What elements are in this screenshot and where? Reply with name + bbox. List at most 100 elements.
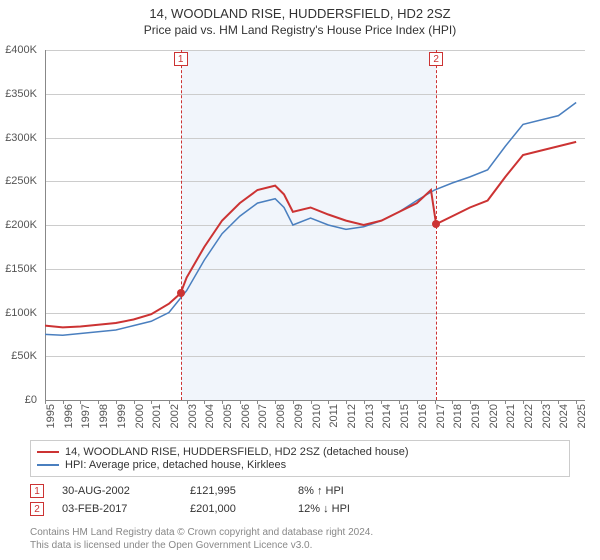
x-tick-mark <box>116 400 117 404</box>
y-tick-label: £400K <box>5 44 37 56</box>
chart-title: 14, WOODLAND RISE, HUDDERSFIELD, HD2 2SZ <box>0 6 600 21</box>
sale-marker-box: 1 <box>30 484 44 498</box>
marker-label-box: 2 <box>429 52 443 66</box>
x-tick-mark <box>488 400 489 404</box>
series-line <box>45 142 576 328</box>
x-tick-label: 2012 <box>346 404 358 428</box>
x-tick-mark <box>311 400 312 404</box>
sales-table: 1 30-AUG-2002 £121,995 8% ↑ HPI 2 03-FEB-2017… <box>30 480 570 520</box>
x-tick-label: 2003 <box>187 404 199 428</box>
x-tick-label: 1996 <box>63 404 75 428</box>
x-tick-label: 1995 <box>45 404 57 428</box>
x-tick-mark <box>257 400 258 404</box>
legend-row: HPI: Average price, detached house, Kirk… <box>37 459 563 471</box>
root: 14, WOODLAND RISE, HUDDERSFIELD, HD2 2SZ… <box>0 0 600 560</box>
x-tick-mark <box>293 400 294 404</box>
x-tick-label: 2006 <box>240 404 252 428</box>
y-tick-label: £0 <box>25 394 37 406</box>
sale-row: 2 03-FEB-2017 £201,000 12% ↓ HPI <box>30 502 570 516</box>
x-tick-mark <box>541 400 542 404</box>
x-tick-mark <box>364 400 365 404</box>
x-tick-label: 2000 <box>134 404 146 428</box>
x-tick-label: 2001 <box>151 404 163 428</box>
x-tick-mark <box>346 400 347 404</box>
x-tick-label: 2008 <box>275 404 287 428</box>
x-tick-label: 2004 <box>204 404 216 428</box>
marker-dot <box>432 220 440 228</box>
footer-attribution: Contains HM Land Registry data © Crown c… <box>30 526 570 552</box>
x-tick-label: 1998 <box>98 404 110 428</box>
x-tick-mark <box>452 400 453 404</box>
sale-date: 30-AUG-2002 <box>62 485 172 497</box>
sale-marker-box: 2 <box>30 502 44 516</box>
legend-swatch <box>37 464 59 466</box>
x-tick-label: 2013 <box>364 404 376 428</box>
x-tick-mark <box>222 400 223 404</box>
x-tick-label: 2019 <box>470 404 482 428</box>
footer-line-1: Contains HM Land Registry data © Crown c… <box>30 526 570 539</box>
series-line <box>45 103 576 336</box>
x-tick-label: 2007 <box>257 404 269 428</box>
x-tick-label: 2024 <box>558 404 570 428</box>
y-tick-label: £100K <box>5 307 37 319</box>
x-tick-mark <box>435 400 436 404</box>
x-tick-mark <box>187 400 188 404</box>
x-tick-mark <box>80 400 81 404</box>
titles: 14, WOODLAND RISE, HUDDERSFIELD, HD2 2SZ… <box>0 0 600 37</box>
x-tick-label: 2011 <box>328 404 340 428</box>
sale-delta: 8% ↑ HPI <box>298 485 344 497</box>
legend-label: 14, WOODLAND RISE, HUDDERSFIELD, HD2 2SZ… <box>65 446 409 458</box>
x-tick-mark <box>328 400 329 404</box>
x-tick-label: 2021 <box>505 404 517 428</box>
x-tick-label: 1999 <box>116 404 128 428</box>
marker-line <box>181 50 182 400</box>
x-tick-mark <box>204 400 205 404</box>
x-tick-label: 2022 <box>523 404 535 428</box>
x-tick-mark <box>134 400 135 404</box>
legend-swatch <box>37 451 59 453</box>
x-tick-label: 2023 <box>541 404 553 428</box>
x-tick-label: 2018 <box>452 404 464 428</box>
sale-price: £201,000 <box>190 503 280 515</box>
marker-label-box: 1 <box>174 52 188 66</box>
x-tick-mark <box>558 400 559 404</box>
legend-row: 14, WOODLAND RISE, HUDDERSFIELD, HD2 2SZ… <box>37 446 563 458</box>
y-tick-label: £300K <box>5 132 37 144</box>
x-tick-mark <box>98 400 99 404</box>
x-tick-mark <box>169 400 170 404</box>
x-tick-label: 2016 <box>417 404 429 428</box>
chart-subtitle: Price paid vs. HM Land Registry's House … <box>0 23 600 37</box>
x-tick-label: 2017 <box>435 404 447 428</box>
marker-dot <box>177 289 185 297</box>
x-tick-mark <box>505 400 506 404</box>
x-tick-label: 2020 <box>488 404 500 428</box>
footer-line-2: This data is licensed under the Open Gov… <box>30 539 570 552</box>
x-tick-mark <box>45 400 46 404</box>
x-tick-mark <box>240 400 241 404</box>
sale-delta: 12% ↓ HPI <box>298 503 350 515</box>
x-tick-label: 2002 <box>169 404 181 428</box>
y-tick-label: £200K <box>5 219 37 231</box>
legend-label: HPI: Average price, detached house, Kirk… <box>65 459 286 471</box>
y-tick-label: £50K <box>11 350 37 362</box>
x-tick-mark <box>381 400 382 404</box>
x-tick-mark <box>63 400 64 404</box>
x-tick-label: 2009 <box>293 404 305 428</box>
legend: 14, WOODLAND RISE, HUDDERSFIELD, HD2 2SZ… <box>30 440 570 477</box>
y-tick-label: £350K <box>5 88 37 100</box>
x-tick-mark <box>470 400 471 404</box>
x-tick-mark <box>275 400 276 404</box>
x-tick-label: 2015 <box>399 404 411 428</box>
x-tick-mark <box>399 400 400 404</box>
y-tick-label: £150K <box>5 263 37 275</box>
x-tick-label: 2010 <box>311 404 323 428</box>
x-tick-mark <box>576 400 577 404</box>
sale-price: £121,995 <box>190 485 280 497</box>
x-tick-label: 1997 <box>80 404 92 428</box>
sale-row: 1 30-AUG-2002 £121,995 8% ↑ HPI <box>30 484 570 498</box>
x-tick-label: 2025 <box>576 404 588 428</box>
sale-date: 03-FEB-2017 <box>62 503 172 515</box>
x-tick-label: 2014 <box>381 404 393 428</box>
x-tick-label: 2005 <box>222 404 234 428</box>
y-tick-label: £250K <box>5 175 37 187</box>
